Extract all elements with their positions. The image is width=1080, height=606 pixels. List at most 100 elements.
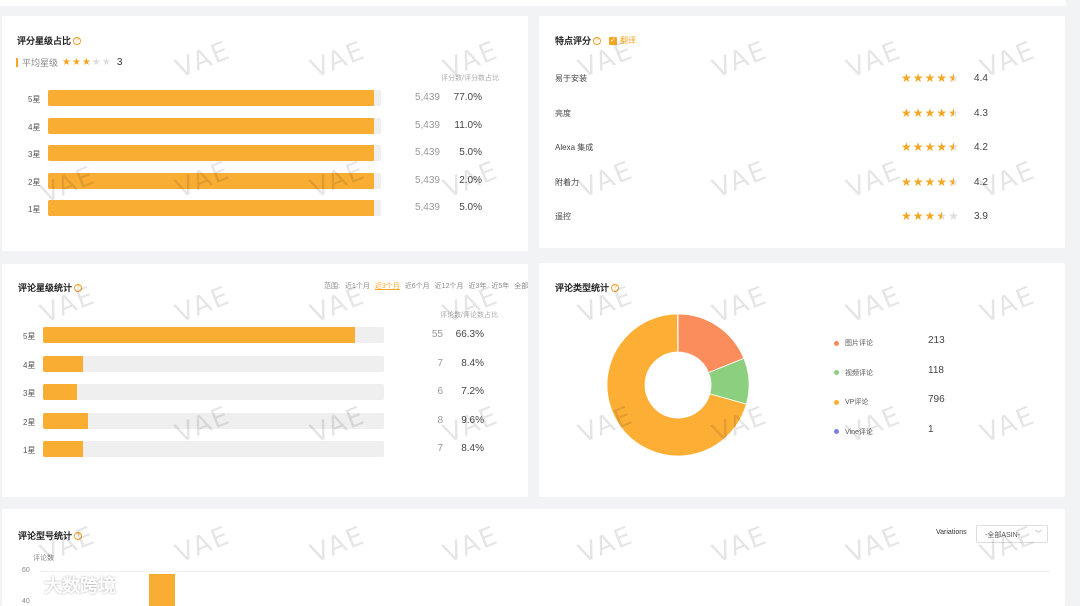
review-column-header: 评论数/评论数占比	[440, 312, 498, 319]
row-count: 5,439	[414, 202, 440, 213]
row-count: 5,439	[414, 147, 440, 158]
row-count: 55	[431, 329, 443, 340]
review-type-donut-chart	[606, 313, 750, 457]
bar-track	[48, 172, 381, 189]
feature-stars: ★ ★ ★ ★ ★	[901, 72, 959, 84]
donut-slice[interactable]	[606, 313, 747, 457]
range-tab[interactable]: 近6个月	[404, 283, 430, 290]
bar-fill	[48, 172, 375, 189]
check-icon: ✓	[609, 36, 618, 45]
star-icon: ★	[91, 56, 101, 68]
legend-dot	[834, 399, 839, 405]
feature-score: 4.2	[974, 142, 988, 153]
help-icon[interactable]: ?	[74, 283, 83, 292]
feature-score: 4.4	[974, 73, 988, 84]
average-rating-value: 3	[116, 57, 123, 68]
bar-fill	[43, 412, 89, 429]
star-icon: ★	[948, 209, 959, 223]
bar-fill	[43, 327, 356, 343]
help-icon[interactable]: ?	[74, 531, 83, 540]
model-stats-card	[2, 509, 1065, 606]
help-icon[interactable]: ?	[73, 36, 82, 45]
row-count: 7	[437, 357, 443, 369]
bar-track	[43, 355, 384, 372]
star-icon: ★	[924, 209, 936, 223]
feature-rating-card	[539, 16, 1065, 248]
star-icon: ★	[924, 140, 936, 154]
feature-stars: ★ ★ ★ ★ ★	[901, 210, 959, 222]
star-icon: ★	[901, 174, 912, 189]
range-tab[interactable]: 近1个月	[344, 283, 370, 290]
row-label: 1星	[28, 205, 41, 214]
feature-stars: ★ ★ ★ ★ ★	[901, 107, 959, 119]
star-icon: ★	[912, 140, 924, 154]
row-label: 5星	[28, 95, 41, 104]
legend-dot	[834, 429, 839, 434]
star-icon: ★	[948, 140, 959, 154]
row-count: 5,439	[414, 92, 440, 103]
bar-fill	[43, 441, 83, 457]
translate-checkbox[interactable]: ✓ 翻译	[609, 36, 637, 45]
bar-fill	[43, 355, 83, 372]
star-icon: ★	[901, 209, 912, 223]
row-label: 5星	[23, 332, 36, 341]
row-label: 2星	[28, 177, 41, 187]
star-icon: ★	[62, 56, 71, 68]
star-icon: ★	[936, 174, 948, 189]
range-tab[interactable]: 近12个月	[434, 283, 464, 290]
star-icon: ★	[912, 209, 924, 223]
brand-logo: 大数跨境	[10, 572, 116, 598]
rating-column-header: 评分数/评分数占比	[441, 75, 499, 82]
star-icon: ★	[912, 174, 924, 189]
range-tabs: 范围: 近1个月 近3个月 近6个月 近12个月 近3年 近5年 全部	[324, 281, 528, 291]
star-icon: ★	[901, 140, 912, 154]
legend-item[interactable]: 图片评论	[834, 338, 873, 348]
legend-label: 图片评论	[845, 340, 873, 347]
feature-label: Alexa 集成	[555, 143, 594, 152]
row-label: 2星	[23, 417, 36, 427]
bar-track	[43, 412, 384, 429]
bar-fill	[43, 384, 78, 400]
star-icon: ★	[912, 71, 924, 85]
help-icon[interactable]: ?	[593, 36, 602, 45]
model-bar	[149, 574, 175, 606]
row-percentage: 8.4%	[461, 357, 484, 369]
star-icon: ★	[901, 71, 912, 85]
legend-value: 118	[928, 364, 944, 376]
legend-item[interactable]: Vine评论	[834, 427, 873, 437]
review-stats-title: 评论星级统计?	[18, 281, 83, 294]
help-icon[interactable]: ?	[611, 283, 620, 292]
variations-label: Variations	[936, 529, 967, 536]
row-label: 1星	[23, 446, 36, 455]
chevron-down-icon: ﹀	[1035, 531, 1042, 538]
range-tab[interactable]: 全部	[514, 283, 529, 290]
review-stats-card	[2, 264, 528, 497]
feature-stars: ★ ★ ★ ★ ★	[901, 176, 959, 188]
bar-track	[48, 90, 381, 106]
legend-dot	[834, 370, 839, 375]
legend-item[interactable]: VP评论	[834, 397, 868, 407]
bar-track	[48, 145, 381, 161]
bar-fill	[48, 200, 375, 216]
feature-label: 易于安装	[555, 74, 587, 83]
star-icon: ★	[936, 140, 948, 154]
average-rating-stars: ★ ★ ★ ★ ★	[62, 56, 111, 68]
bar-track	[43, 327, 384, 343]
range-tab[interactable]: 近3个月	[374, 283, 400, 290]
model-stats-title: 评论型号统计?	[18, 529, 83, 542]
legend-dot	[834, 340, 839, 346]
bar-fill	[48, 90, 375, 106]
range-tab[interactable]: 近3年	[468, 283, 487, 290]
row-label: 3星	[28, 150, 41, 159]
star-icon: ★	[936, 209, 948, 223]
star-icon: ★	[101, 56, 111, 68]
row-percentage: 77.0%	[453, 92, 482, 103]
feature-score: 3.9	[974, 211, 988, 222]
row-percentage: 11.0%	[454, 119, 482, 131]
range-tab[interactable]: 近5年	[491, 283, 510, 290]
star-icon: ★	[81, 56, 91, 68]
bar-track	[43, 384, 384, 400]
legend-item[interactable]: 视频评论	[834, 368, 873, 378]
asin-select[interactable]: -全部ASIN- ﹀	[976, 525, 1048, 543]
bar-track	[48, 200, 381, 216]
